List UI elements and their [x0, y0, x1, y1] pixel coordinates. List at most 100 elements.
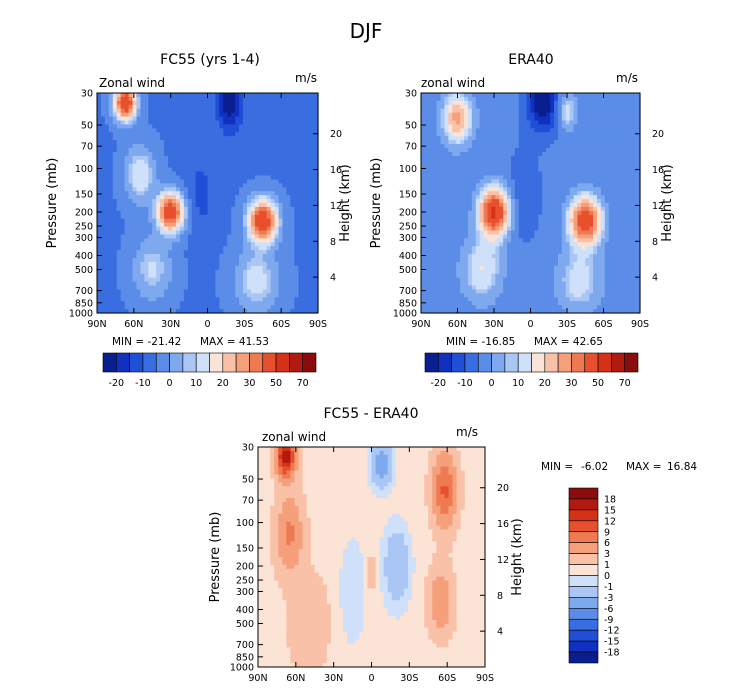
contour-cell [546, 206, 551, 212]
contour-cell [596, 148, 602, 153]
contour-cell [306, 155, 311, 161]
contour-cell [223, 132, 228, 137]
contour-cell [199, 297, 205, 302]
contour-cell [522, 171, 528, 177]
y-tick-label: 70 [81, 142, 93, 153]
contour-cell [250, 293, 256, 298]
contour-cell [278, 155, 284, 161]
contour-cell [290, 116, 295, 122]
contour-cell [104, 96, 110, 102]
contour-cell [581, 214, 586, 220]
contour-cell [612, 167, 618, 173]
contour-cell [510, 163, 516, 169]
contour-cell [219, 238, 224, 243]
contour-cell [179, 210, 185, 216]
contour-cell [467, 144, 473, 149]
contour-cell [514, 203, 520, 208]
contour-cell [565, 183, 571, 188]
contour-cell [553, 120, 559, 126]
contour-cell [191, 179, 197, 184]
contour-cell [624, 195, 629, 200]
contour-cell [132, 96, 138, 102]
contour-cell [239, 230, 244, 236]
contour-cell [495, 195, 500, 200]
contour-cell [589, 195, 594, 200]
contour-cell [175, 128, 181, 133]
contour-cell [526, 151, 532, 157]
contour-cell [456, 108, 461, 114]
contour-cell [199, 222, 205, 228]
contour-cell [187, 120, 193, 126]
contour-cell [231, 93, 236, 98]
contour-cell [175, 206, 181, 212]
contour-cell [310, 116, 315, 122]
contour-cell [160, 183, 165, 188]
contour-cell [270, 265, 276, 271]
contour-cell [507, 93, 512, 98]
contour-cell [144, 238, 149, 243]
contour-cell [436, 108, 442, 114]
contour-cell [294, 273, 299, 279]
contour-cell [164, 148, 169, 153]
contour-cell [243, 222, 248, 228]
contour-cell [262, 218, 268, 224]
contour-cell [464, 96, 469, 102]
contour-cell [314, 242, 319, 247]
contour-cell [444, 175, 449, 181]
contour-cell [589, 93, 594, 98]
contour-cell [227, 104, 232, 110]
contour-cell [290, 226, 295, 232]
contour-cell [223, 167, 228, 173]
contour-cell [203, 128, 209, 133]
contour-cell [243, 258, 248, 263]
contour-cell [211, 140, 216, 145]
contour-cell [254, 203, 260, 208]
contour-cell [104, 230, 110, 236]
contour-cell [164, 218, 169, 224]
contour-cell [467, 128, 473, 133]
contour-cell [266, 155, 272, 161]
contour-cell [616, 187, 622, 192]
contour-cell [569, 191, 575, 196]
contour-cell [116, 175, 122, 181]
contour-cell [211, 281, 216, 287]
contour-cell [518, 203, 524, 208]
contour-cell [314, 226, 319, 232]
contour-cell [314, 297, 319, 302]
contour-cell [432, 155, 438, 161]
contour-cell [452, 120, 457, 126]
contour-cell [97, 112, 102, 118]
contour-cell [491, 151, 496, 157]
contour-cell [487, 159, 492, 165]
contour-cell [456, 203, 461, 208]
contour-cell [573, 206, 579, 212]
contour-cell [195, 218, 201, 224]
contour-cell [160, 218, 165, 224]
contour-cell [278, 254, 284, 259]
contour-cell [286, 104, 291, 110]
contour-cell [219, 226, 224, 232]
contour-cell [254, 148, 260, 153]
contour-cell [432, 136, 438, 141]
contour-cell [100, 199, 106, 204]
contour-cell [314, 206, 319, 212]
contour-cell [104, 195, 110, 200]
contour-cell [306, 214, 311, 220]
contour-cell [573, 151, 579, 157]
contour-cell [479, 128, 485, 133]
contour-cell [538, 112, 543, 118]
contour-cell [262, 140, 268, 145]
contour-cell [148, 246, 153, 251]
contour-cell [116, 104, 122, 110]
contour-cell [306, 187, 311, 192]
contour-cell [160, 234, 165, 239]
contour-cell [231, 128, 236, 133]
contour-cell [235, 151, 240, 157]
contour-cell [223, 238, 228, 243]
contour-cell [175, 163, 181, 169]
contour-cell [235, 124, 240, 129]
contour-cell [561, 116, 567, 122]
contour-cell [171, 171, 177, 177]
contour-cell [262, 297, 268, 302]
contour-cell [112, 116, 118, 122]
